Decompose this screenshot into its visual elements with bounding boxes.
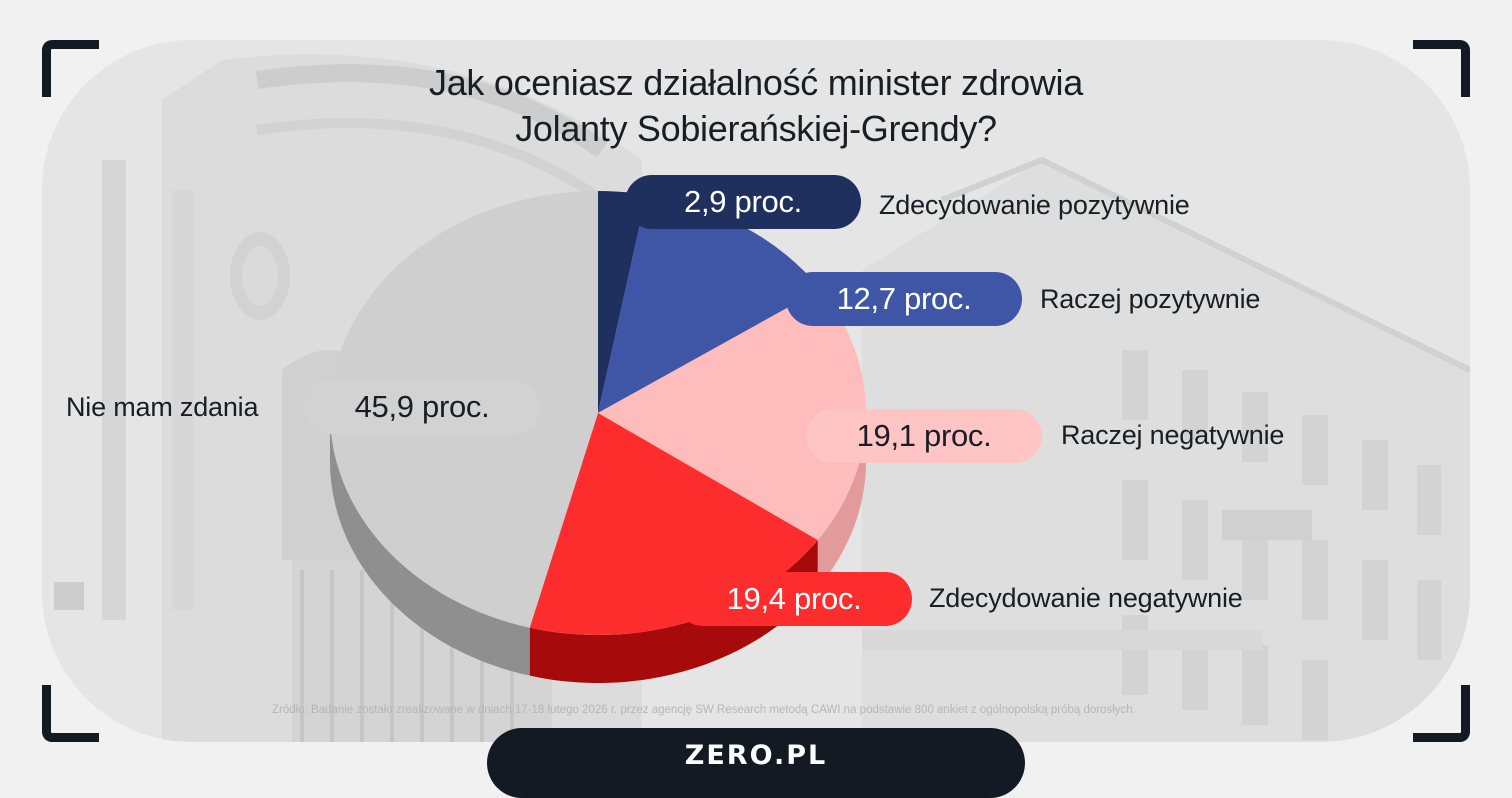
- chart-title-line-1: Jak oceniasz działalność minister zdrowi…: [429, 62, 1083, 103]
- pie-side-nie-mam-zdania: [330, 413, 530, 676]
- slice-label-raczej-pozytywnie: Raczej pozytywnie: [1040, 284, 1261, 314]
- chart-title-line-2: Jolanty Sobierańskiej-Grendy?: [515, 108, 997, 149]
- slice-value-pill-nie-mam-zdania: 45,9 proc.: [304, 380, 540, 434]
- slice-value-zdecydowanie-negatywnie: 19,4 proc.: [726, 581, 862, 616]
- pie-chart: [330, 191, 867, 683]
- slice-label-zdecydowanie-negatywnie: Zdecydowanie negatywnie: [929, 583, 1243, 613]
- slice-label-zdecydowanie-pozytywnie: Zdecydowanie pozytywnie: [879, 190, 1190, 220]
- pie-side-zdecydowanie-negatywnie: [529, 540, 818, 683]
- pie-side-raczej-negatywnie: [817, 413, 866, 589]
- slice-value-nie-mam-zdania: 45,9 proc.: [354, 389, 490, 424]
- slice-value-pill-zdecydowanie-pozytywnie: 2,9 proc.: [625, 175, 861, 229]
- slice-label-raczej-negatywnie: Raczej negatywnie: [1061, 420, 1285, 450]
- slice-label-nie-mam-zdania: Nie mam zdania: [66, 392, 259, 422]
- slice-value-pill-raczej-negatywnie: 19,1 proc.: [806, 409, 1042, 463]
- frame-corner-bottom-right: [1413, 685, 1470, 742]
- slice-value-zdecydowanie-pozytywnie: 2,9 proc.: [684, 184, 802, 219]
- slice-value-raczej-negatywnie: 19,1 proc.: [856, 418, 992, 453]
- slice-value-pill-zdecydowanie-negatywnie: 19,4 proc.: [676, 572, 912, 626]
- pie-slice-raczej-pozytywnie: [598, 194, 821, 413]
- frame-corner-top-left: [42, 40, 99, 97]
- pie-slice-raczej-negatywnie: [598, 289, 867, 541]
- frame-corner-bottom-left: [42, 685, 99, 742]
- chart-title: Jak oceniasz działalność minister zdrowi…: [256, 60, 1256, 152]
- frame-corner-top-right: [1413, 40, 1470, 97]
- zero-pl-logo: ZERO.PL: [684, 740, 828, 771]
- slice-value-raczej-pozytywnie: 12,7 proc.: [836, 281, 972, 316]
- brand-footer: ZERO.PL: [487, 728, 1025, 798]
- source-note: Źródło: Badanie zostało zrealizowane w d…: [272, 704, 1136, 716]
- slice-value-pill-raczej-pozytywnie: 12,7 proc.: [786, 272, 1022, 326]
- pie-slice-zdecydowanie-pozytywnie: [598, 191, 647, 413]
